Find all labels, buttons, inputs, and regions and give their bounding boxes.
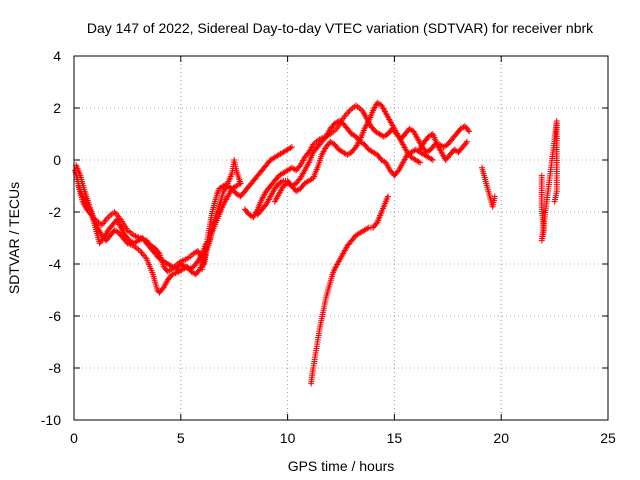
- data-point: [364, 225, 371, 232]
- x-tick-label: 20: [493, 430, 509, 446]
- x-axis-label: GPS time / hours: [288, 458, 395, 474]
- x-tick-label: 5: [177, 430, 185, 446]
- y-tick-label: -2: [49, 204, 62, 220]
- data-point: [415, 158, 422, 165]
- plot-frame: [73, 55, 609, 421]
- data-points: [72, 99, 560, 387]
- data-point: [462, 140, 469, 147]
- tick-labels: 0 5 10 15 20 25 -10 -8 -6 -4 -2 0 2 4: [41, 48, 616, 446]
- data-point: [373, 220, 380, 227]
- data-point: [464, 138, 471, 145]
- y-tick-label: -10: [41, 412, 61, 428]
- x-tick-label: 25: [600, 430, 616, 446]
- data-point: [287, 144, 294, 151]
- data-point: [551, 198, 558, 205]
- series-sat-track-6: [254, 118, 436, 218]
- y-tick-label: -4: [49, 256, 62, 272]
- data-point: [465, 127, 472, 134]
- data-point: [195, 267, 202, 274]
- axis-ticks: [73, 55, 609, 421]
- series-sat-track-7: [271, 99, 424, 205]
- x-tick-label: 15: [387, 430, 403, 446]
- data-point: [428, 156, 435, 163]
- y-tick-label: 4: [53, 48, 61, 64]
- data-point: [417, 159, 424, 166]
- series-sat-track-3: [75, 183, 210, 273]
- grid: [74, 56, 608, 420]
- data-point: [237, 180, 244, 187]
- series-sat-track-9: [417, 131, 471, 163]
- y-tick-label: 0: [53, 152, 61, 168]
- series-sat-track-11: [538, 118, 560, 244]
- data-point: [491, 193, 498, 200]
- y-tick-label: -8: [49, 360, 62, 376]
- data-point: [288, 144, 295, 150]
- x-tick-label: 10: [280, 430, 296, 446]
- data-point: [429, 157, 436, 163]
- chart-title: Day 147 of 2022, Sidereal Day-to-day VTE…: [87, 20, 594, 36]
- series-sat-track-8: [308, 193, 391, 387]
- data-point: [466, 128, 473, 135]
- x-tick-label: 0: [70, 430, 78, 446]
- y-axis-label: SDTVAR / TECUs: [6, 182, 22, 294]
- data-point: [278, 178, 285, 185]
- series-sat-track-10: [478, 164, 498, 210]
- y-tick-label: 2: [53, 100, 61, 116]
- series-sat-track-4: [199, 157, 244, 273]
- y-tick-label: -6: [49, 308, 62, 324]
- data-point: [384, 193, 391, 200]
